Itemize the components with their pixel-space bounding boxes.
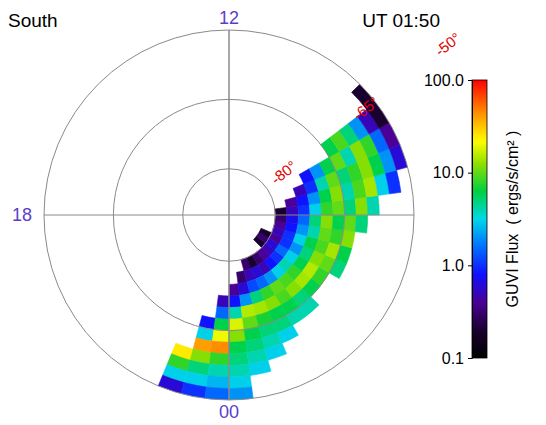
colorbar-tick-label: 10.0 [433,164,464,181]
colorbar-tick: 1.0 [442,257,472,274]
flux-cell [385,170,401,194]
flux-cell [229,307,243,319]
title: South [8,10,58,31]
colorbar-axis-line [468,81,473,359]
flux-cell [229,364,250,377]
flux-cell [229,341,247,354]
flux-cell [355,215,368,233]
flux-cell [332,215,344,230]
chart-svg: 12 18 00 -80° -65° -50° South UT 01:50 0.1 1.0 10.… [0,0,546,425]
chart-container: 12 18 00 -80° -65° -50° South UT 01:50 0.1 1.0 10.… [0,0,546,425]
colorbar-tick-mark [468,358,472,359]
colorbar-tick-label: 0.1 [442,350,464,367]
flux-cell [205,387,229,400]
flux-cell [309,203,321,215]
flux-cell [321,201,333,215]
mlt-labels: 12 18 00 [12,8,239,422]
flux-cell [332,200,344,215]
flux-cell [249,360,271,375]
lat-labels: -80° -65° -50° [268,29,464,188]
flux-cell [229,284,240,296]
flux-cell [299,297,319,316]
flux-cell [278,325,299,343]
colorbar-tick: 10.0 [433,164,472,181]
flux-cell [285,197,298,207]
plot-area [158,84,407,400]
lat-label: -50° [432,29,464,59]
flux-cell [229,353,249,366]
flux-cell [285,223,298,233]
flux-cell [367,195,380,215]
lat-label: -80° [268,157,300,187]
flux-cell [181,383,206,399]
colorbar-bar [472,80,487,358]
flux-cell [298,204,310,215]
flux-cell [229,295,241,307]
flux-cell [321,215,333,229]
flux-cell [229,387,253,400]
flux-cell [214,318,229,330]
flux-cell [229,375,252,388]
flux-cell [298,215,310,226]
colorbar-tick: 100.0 [424,72,472,89]
mlt-label: 00 [219,402,239,422]
mlt-label: 12 [219,8,239,28]
lat-label: -65° [350,93,382,123]
flux-cell [355,197,368,215]
flux-cell [309,215,321,227]
flux-cell [286,215,298,224]
mlt-grid-line [229,30,230,400]
flux-cell [208,364,229,377]
flux-cell [209,353,229,366]
colorbar-tick: 0.1 [442,350,472,367]
flux-cell [344,198,357,215]
subtitle: UT 01:50 [362,10,440,31]
flux-cell [275,215,287,223]
flux-cell [217,295,229,307]
colorbar-tick-mark [468,265,472,266]
flux-cell [344,215,357,232]
flux-cell [229,318,244,330]
colorbar-tick-label: 1.0 [442,257,464,274]
flux-cell [265,343,287,360]
lat-circle [44,30,414,400]
flux-cell [296,224,309,236]
colorbar-tick-label: 100.0 [424,72,464,89]
cells [158,84,407,400]
flux-cell [212,330,229,343]
flux-cell [229,330,246,343]
flux-cell [206,375,229,388]
colorbar-tick-mark [468,173,472,174]
grid [44,30,414,400]
mlt-grid-line [229,30,230,400]
colorbar-title: GUVI Flux ( ergs/s/cm² ) [504,131,521,308]
flux-cell [215,307,229,319]
mlt-label: 18 [12,205,32,225]
colorbar-tick-mark [468,80,472,81]
colorbar: 0.1 1.0 10.0 100.0 GUVI Flux ( ergs/s/cm² ) [424,72,521,367]
flux-cell [275,207,287,215]
flux-cell [211,341,229,354]
colorbar-axis: 0.1 1.0 10.0 100.0 [424,72,473,367]
